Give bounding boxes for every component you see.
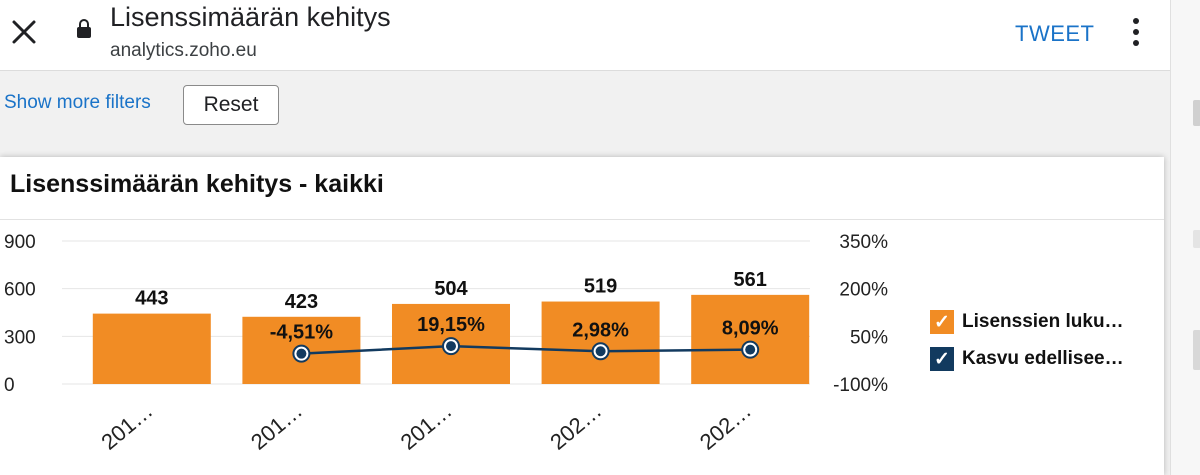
growth-value-label: 19,15% <box>417 314 485 336</box>
y-right-tick-label: -100% <box>833 375 888 396</box>
y-left-tick-label: 600 <box>4 280 36 301</box>
growth-line <box>301 344 751 355</box>
scrollbar[interactable] <box>1170 0 1200 475</box>
y-left-tick-label: 0 <box>4 375 15 396</box>
browser-toolbar: Lisenssimäärän kehitys analytics.zoho.eu… <box>0 0 1170 71</box>
checkbox-checked-icon[interactable]: ✓ <box>930 310 954 334</box>
more-options-icon[interactable] <box>1128 16 1144 48</box>
y-right-tick-label: 350% <box>839 232 888 253</box>
scroll-marker <box>1193 230 1200 248</box>
legend-item-licenses[interactable]: ✓ Lisenssien luku… <box>930 307 1124 337</box>
x-tick-label: 202… <box>545 398 606 455</box>
x-tick-label: 201… <box>246 398 307 455</box>
growth-value-label: 8,09% <box>722 318 779 340</box>
bar-value-label: 519 <box>584 276 617 298</box>
bar-value-label: 443 <box>135 288 168 310</box>
chart-card: Lisenssimäärän kehitys - kaikki 900 350% 6… <box>0 157 1164 475</box>
y-right-tick-label: 50% <box>850 327 888 348</box>
tweet-button[interactable]: TWEET <box>1015 21 1095 46</box>
growth-point[interactable] <box>446 341 456 352</box>
scroll-marker <box>1193 100 1200 126</box>
bar-value-label: 504 <box>434 278 468 300</box>
legend-item-growth[interactable]: ✓ Kasvu edellisee… <box>930 344 1124 374</box>
legend-label: Lisenssien luku… <box>962 311 1124 332</box>
close-icon[interactable] <box>10 14 40 48</box>
show-more-filters-link[interactable]: Show more filters <box>4 92 151 113</box>
x-tick-label: 202… <box>695 398 756 455</box>
y-right-tick-label: 200% <box>839 280 888 301</box>
combo-chart: 900 350% 600 200% 300 50% 0 -100% 443 201… 423 201…… <box>4 232 888 455</box>
y-left-tick-label: 300 <box>4 327 36 348</box>
bar-value-label: 423 <box>285 291 318 313</box>
checkbox-checked-icon[interactable]: ✓ <box>930 347 954 371</box>
bar[interactable] <box>92 313 211 384</box>
legend-label: Kasvu edellisee… <box>962 348 1124 369</box>
scroll-marker <box>1193 330 1200 370</box>
lock-icon <box>77 19 91 38</box>
page-url: analytics.zoho.eu <box>110 40 257 61</box>
reset-button[interactable]: Reset <box>183 85 279 125</box>
chart-title: Lisenssimäärän kehitys - kaikki <box>10 170 384 198</box>
x-tick-label: 201… <box>96 398 157 455</box>
bar[interactable] <box>691 294 810 384</box>
bar-value-label: 561 <box>734 269 767 291</box>
growth-value-label: -4,51% <box>270 322 334 344</box>
y-left-tick-label: 900 <box>4 232 36 253</box>
growth-point[interactable] <box>296 348 307 359</box>
divider <box>0 219 1164 220</box>
growth-point[interactable] <box>595 346 606 357</box>
growth-value-label: 2,98% <box>572 319 629 341</box>
page-title: Lisenssimäärän kehitys <box>110 2 391 32</box>
x-tick-label: 201… <box>396 398 457 455</box>
growth-point[interactable] <box>745 344 756 355</box>
